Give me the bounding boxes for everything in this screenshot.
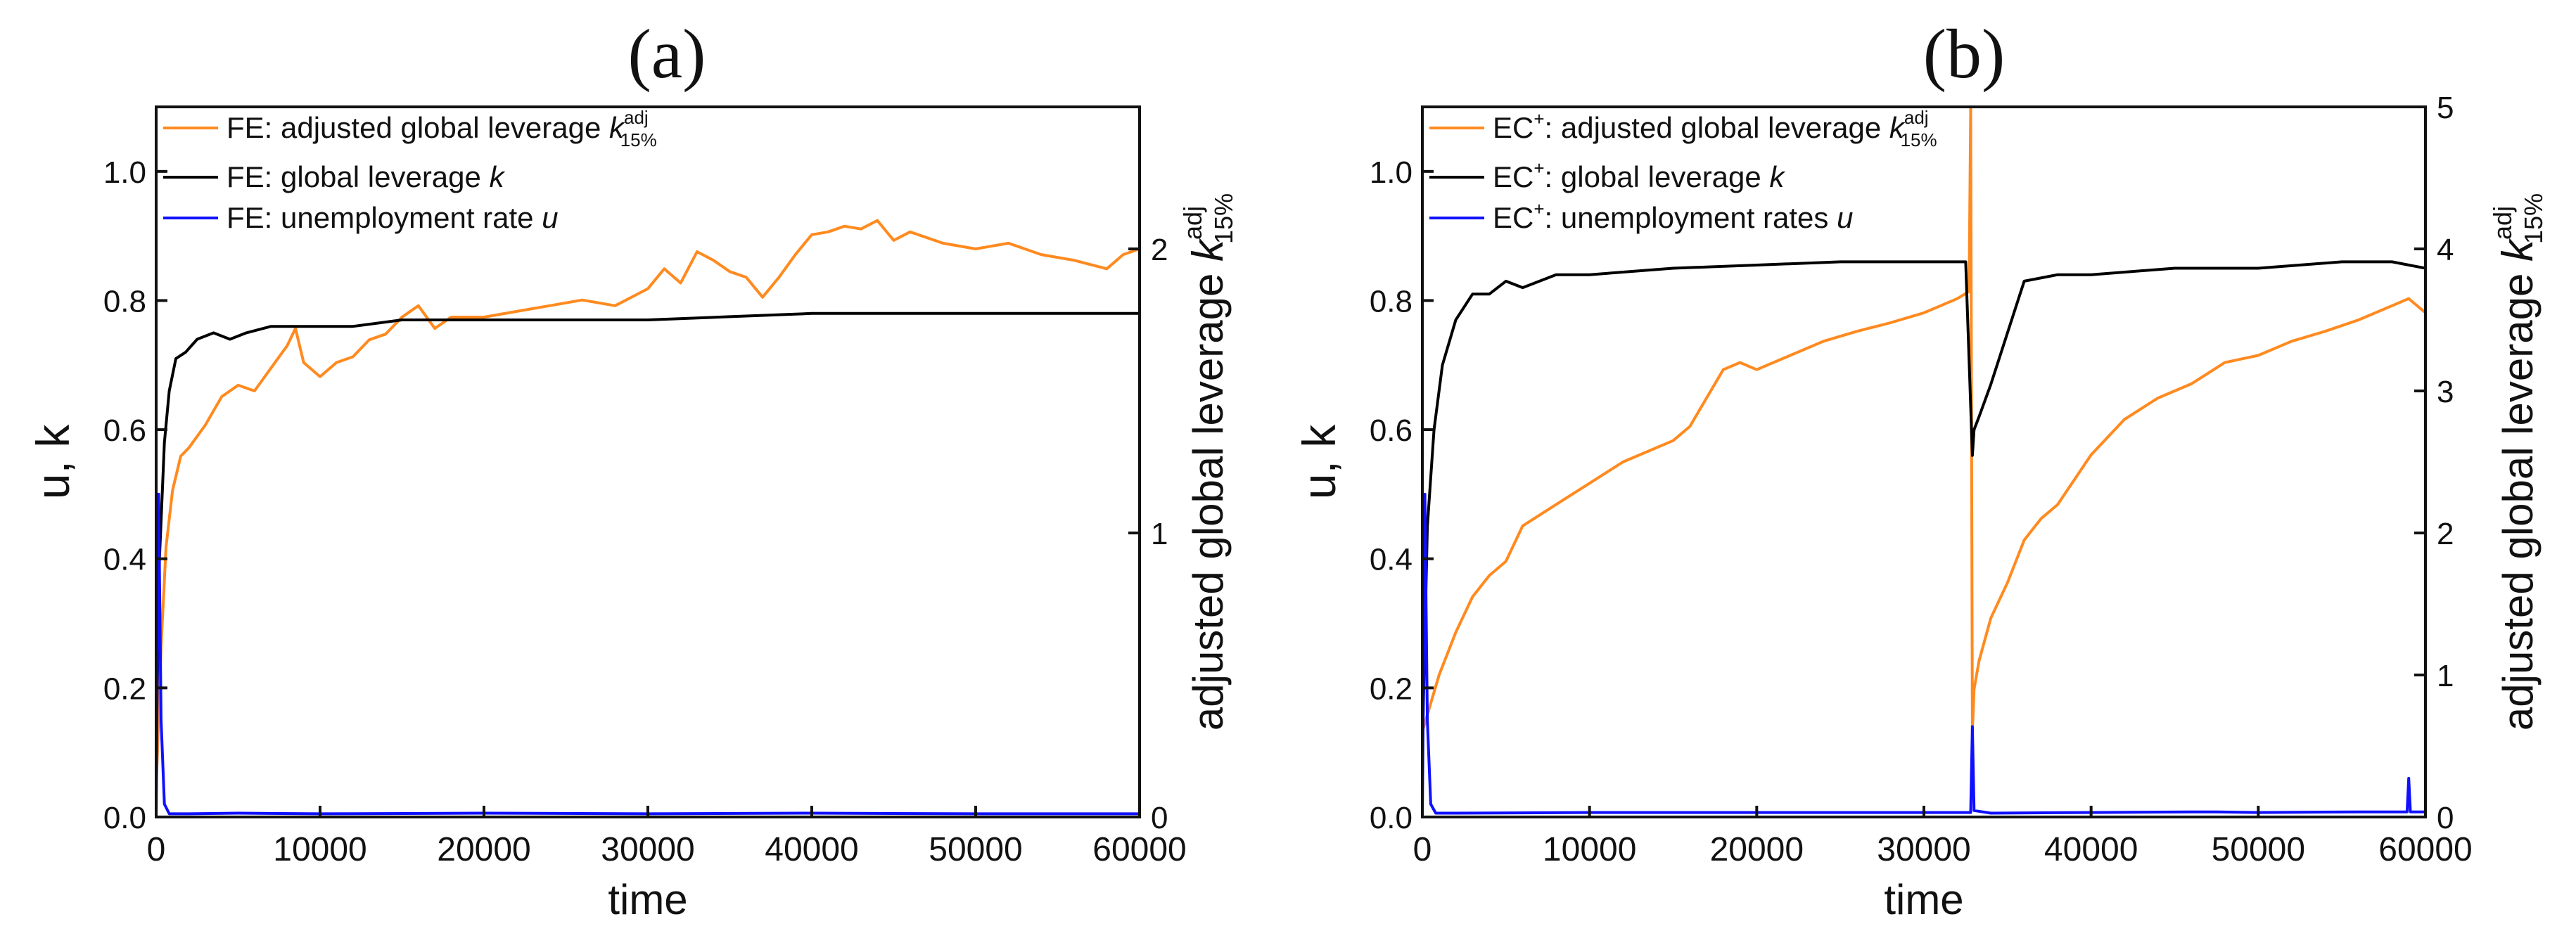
panel-b-y2-label-sub: 15% <box>2519 193 2548 244</box>
panel-b-y-axis-label: u, k <box>1293 424 1345 499</box>
panel-b-y2-tick-label: 5 <box>2437 91 2454 125</box>
panel-a-y2-tick-label: 1 <box>1151 517 1168 551</box>
panel-b-label: (b) <box>1923 15 2006 93</box>
panel-a-x-tick-label: 0 <box>147 831 166 868</box>
panel-b-x-tick-label: 40000 <box>2044 831 2138 868</box>
panel-b-legend-item-global: EC+: global leverage k <box>1429 157 1785 193</box>
panel-b-y2-ticks: 0 1 2 3 4 5 <box>2414 91 2454 835</box>
panel-b-x-ticks: 0 10000 20000 30000 40000 50000 60000 <box>1413 806 2473 868</box>
panel-b-y-tick-label: 0.8 <box>1370 284 1413 319</box>
panel-a-y2-label-symbol: k <box>1184 238 1232 262</box>
panel-b-y2-tick-label: 2 <box>2437 517 2454 551</box>
panel-b-y-tick-label: 0.6 <box>1370 413 1413 448</box>
panel-a-y2-axis-label: adjusted global leverage kadj15% <box>1178 193 1238 731</box>
panel-a-y2-tick-label: 0 <box>1151 801 1168 835</box>
panel-b-y-ticks: 0.0 0.2 0.4 0.6 0.8 1.0 <box>1370 155 1434 835</box>
panel-b-y-tick-label: 1.0 <box>1370 155 1413 190</box>
panel-a-y2-label-sup: adj <box>1178 206 1207 240</box>
legend-text: EC+: global leverage k <box>1493 157 1785 193</box>
panel-b-y2-label-text: adjusted global leverage <box>2494 262 2542 731</box>
panel-a-y2-tick-label: 2 <box>1151 233 1168 267</box>
panel-b-legend: EC+: adjusted global leverage kadj 15% EC… <box>1429 107 1937 234</box>
legend-text: EC+: adjusted global leverage kadj 15% <box>1493 107 1937 150</box>
chart-panel-b: (b) 0 10000 20000 30000 40000 50000 60000 0.00… <box>1293 15 2548 923</box>
panel-a-y2-label-text: adjusted global leverage <box>1185 262 1232 731</box>
panel-b-y2-tick-label: 4 <box>2437 233 2454 267</box>
panel-a-x-axis-label: time <box>608 876 687 923</box>
panel-b-x-tick-label: 30000 <box>1877 831 1970 868</box>
legend-text: FE: adjusted global leverage kadj 15% <box>227 107 657 150</box>
panel-a-series-fe-adjusted-global-leverage <box>155 219 1140 789</box>
chart-panel-a: (a) 0 10000 20000 30000 40000 50000 60000 0.00… <box>27 15 1238 923</box>
panel-b-y-tick-label: 0.0 <box>1370 801 1413 835</box>
panel-a-y-ticks: 0.0 0.2 0.4 0.6 0.8 1.0 <box>103 155 167 835</box>
panel-a-x-tick-label: 20000 <box>437 831 530 868</box>
panel-b-y2-axis-label: adjusted global leverage kadj15% <box>2488 193 2548 731</box>
panel-b-series-ec-adjusted-global-leverage <box>1421 105 2427 733</box>
panel-a-x-tick-label: 50000 <box>929 831 1022 868</box>
panel-a-legend-item-adjusted: FE: adjusted global leverage kadj 15% <box>163 107 657 150</box>
panel-b-y-tick-label: 0.2 <box>1370 671 1413 706</box>
panel-b-x-tick-label: 60000 <box>2378 831 2472 868</box>
panel-b-x-tick-label: 20000 <box>1710 831 1804 868</box>
panel-b-y2-label-symbol: k <box>2494 238 2542 262</box>
panel-b-x-axis-label: time <box>1884 876 1963 923</box>
panel-a-x-ticks: 0 10000 20000 30000 40000 50000 60000 <box>147 806 1187 868</box>
panel-b-y2-tick-label: 0 <box>2437 801 2454 835</box>
legend-text: EC+: unemployment rates u <box>1493 198 1853 234</box>
panel-a-label: (a) <box>628 15 706 93</box>
panel-a-x-tick-label: 60000 <box>1092 831 1186 868</box>
panel-b-y2-label-sup: adj <box>2488 206 2517 240</box>
panel-b-y-tick-label: 0.4 <box>1370 543 1413 577</box>
panel-a-series-fe-global-leverage-k <box>155 311 1140 753</box>
panel-b-legend-item-adjusted: EC+: adjusted global leverage kadj 15% <box>1429 107 1937 150</box>
panel-b-x-tick-label: 10000 <box>1543 831 1636 868</box>
panel-a-x-tick-label: 40000 <box>765 831 858 868</box>
panel-a-y-tick-label: 0.8 <box>103 284 146 319</box>
panel-b-legend-item-unemployment: EC+: unemployment rates u <box>1429 198 1853 234</box>
panel-b-series-ec-global-leverage-k <box>1421 260 2426 753</box>
panel-b-plot-area <box>1421 105 2427 818</box>
panel-a-legend-item-global: FE: global leverage k <box>163 160 506 193</box>
panel-a-y-tick-label: 1.0 <box>103 155 146 190</box>
panel-a-x-tick-label: 10000 <box>273 831 366 868</box>
panel-a-x-tick-label: 30000 <box>601 831 694 868</box>
panel-a-y-tick-label: 0.4 <box>103 543 146 577</box>
panel-b-series-ec-unemployment-rates-u <box>1421 492 2425 818</box>
panel-a-y-axis-label: u, k <box>27 424 79 499</box>
panel-a-y-tick-label: 0.0 <box>103 801 146 835</box>
panel-b-x-tick-label: 0 <box>1413 831 1432 868</box>
legend-text: FE: unemployment rate u <box>227 201 559 234</box>
panel-a-legend-item-unemployment: FE: unemployment rate u <box>163 201 559 234</box>
panel-a-y-tick-label: 0.6 <box>103 413 146 448</box>
panel-b-y2-tick-label: 3 <box>2437 375 2454 409</box>
panel-a-y2-ticks: 0 1 2 <box>1128 233 1168 835</box>
panel-a-legend: FE: adjusted global leverage kadj 15% FE:… <box>163 107 657 234</box>
panel-b-y2-tick-label: 1 <box>2437 659 2454 693</box>
panel-a-y-tick-label: 0.2 <box>103 671 146 706</box>
panel-a-y2-label-sub: 15% <box>1209 193 1238 244</box>
panel-b-x-tick-label: 50000 <box>2212 831 2305 868</box>
legend-text: FE: global leverage k <box>227 160 506 193</box>
